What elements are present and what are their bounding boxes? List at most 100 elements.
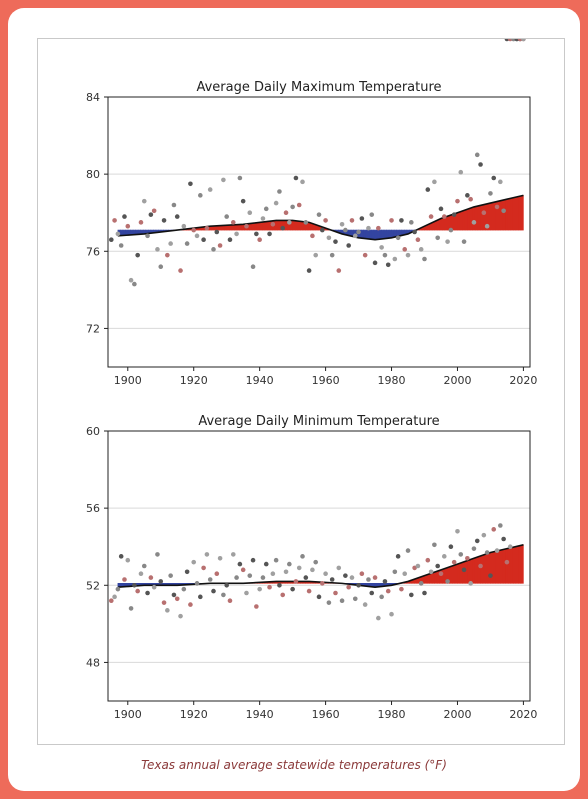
data-point [224,214,229,219]
data-point [422,256,427,262]
data-point [132,582,137,588]
warm-anomaly-band [474,205,479,231]
warm-anomaly-band [477,205,481,231]
data-point [316,212,322,217]
data-point [455,528,460,534]
warm-anomaly-band [472,206,476,231]
data-point [280,592,286,598]
data-point [441,214,447,219]
data-point [109,237,114,243]
data-point [204,225,210,231]
data-point [491,527,497,532]
data-point [471,220,477,225]
data-point [320,581,325,586]
data-point [138,571,144,577]
x-tick-label: 2000 [443,374,471,387]
data-point [435,235,440,241]
cool-anomaly-band [371,229,375,240]
x-tick-label: 1900 [114,708,142,721]
chart-panel-1: Average Daily Maximum Temperature 72 76 80 8… [86,36,537,387]
warm-anomaly-band [512,196,517,231]
data-point [207,187,213,192]
data-point [448,544,454,550]
data-point [191,227,197,233]
data-point [181,586,187,592]
data-point [254,231,259,237]
x-tick-label: 1980 [378,374,406,387]
data-point [178,268,183,273]
data-point [474,152,480,158]
data-point [343,227,348,233]
data-point [198,594,203,600]
data-point [277,189,282,194]
data-point [257,237,262,243]
data-point [346,243,351,248]
data-point [379,594,384,600]
data-point [415,563,421,569]
cool-anomaly-band [363,229,367,240]
data-point [369,212,375,217]
warm-anomaly-band [510,197,514,231]
data-point [451,212,457,217]
data-point [484,223,490,229]
warm-anomaly-band [297,220,301,231]
data-point [339,221,345,227]
data-point [458,169,464,175]
data-point [491,175,497,181]
warm-anomaly-band [457,211,461,231]
data-point [425,557,431,563]
data-point [155,247,160,252]
data-point [171,592,177,598]
warm-anomaly-band [256,222,261,231]
warm-anomaly-band [505,198,509,231]
data-point [402,571,408,577]
data-point [366,577,371,582]
data-point [260,216,266,221]
plot-frame [107,430,531,702]
data-point [349,575,355,580]
plot-frame [107,96,531,368]
data-point [194,233,200,239]
data-point [415,237,421,243]
data-point [478,563,483,569]
data-point [217,243,223,248]
data-point [507,544,513,550]
y-tick-label: 52 [86,579,100,592]
data-point [392,256,398,262]
warm-anomaly-band [254,222,258,231]
data-point [165,252,170,258]
data-point [323,218,328,223]
warm-anomaly-band [459,210,463,231]
data-point [471,546,477,551]
warm-anomaly-band [469,206,474,231]
data-point [221,592,226,598]
data-point [227,598,233,604]
data-point [296,565,302,571]
data-point [260,575,266,580]
data-point [326,600,332,605]
data-point [399,586,404,592]
data-point [254,604,259,609]
data-point [303,575,309,580]
data-point [161,218,167,223]
data-point [148,212,154,217]
data-point [273,557,279,563]
warm-anomaly-band [490,551,494,584]
data-point [441,554,447,559]
x-tick-label: 1920 [180,708,208,721]
data-point [244,590,249,596]
data-point [409,220,414,225]
data-point [349,218,355,223]
data-point [155,552,160,557]
data-point [135,588,140,594]
warm-anomaly-band [259,221,263,231]
warm-anomaly-band [500,199,504,231]
figure-caption: Texas annual average statewide temperatu… [141,758,447,772]
data-point [270,221,276,227]
data-point [333,239,338,244]
warm-anomaly-band [495,550,499,584]
warm-anomaly-band [452,564,456,584]
data-point [336,268,342,273]
data-point [313,559,319,565]
data-point [125,557,131,563]
